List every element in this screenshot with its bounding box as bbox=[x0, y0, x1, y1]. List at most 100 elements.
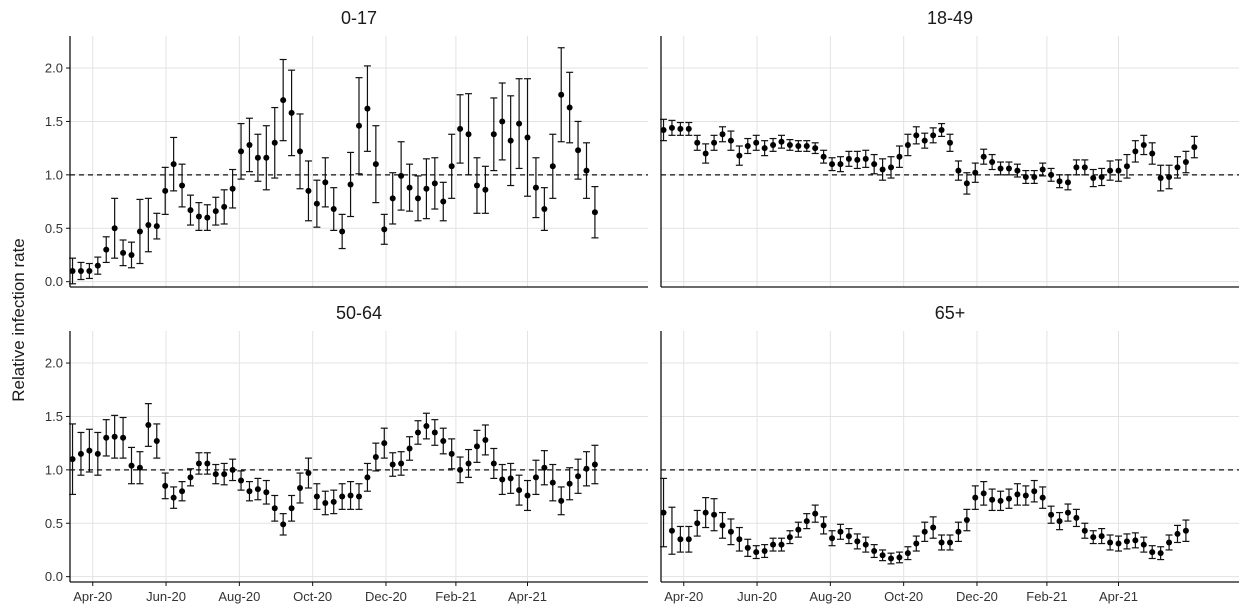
data-point bbox=[381, 440, 388, 447]
data-point bbox=[541, 464, 548, 471]
data-point bbox=[254, 154, 261, 161]
data-point bbox=[963, 517, 970, 524]
data-point bbox=[1149, 150, 1156, 157]
data-point bbox=[448, 450, 455, 457]
data-point bbox=[448, 163, 455, 170]
data-point bbox=[288, 109, 295, 116]
data-point bbox=[1031, 488, 1038, 495]
data-point bbox=[660, 126, 667, 133]
data-point bbox=[938, 539, 945, 546]
data-point bbox=[1039, 494, 1046, 501]
data-point bbox=[711, 139, 718, 146]
y-tick-label: 1.5 bbox=[45, 114, 63, 129]
data-point bbox=[921, 528, 928, 535]
data-point bbox=[77, 450, 84, 457]
data-point bbox=[997, 165, 1004, 172]
data-point bbox=[549, 163, 556, 170]
data-point bbox=[575, 147, 582, 154]
panel-18-49: 18-49 bbox=[660, 8, 1239, 288]
data-point bbox=[1174, 164, 1181, 171]
data-point bbox=[532, 184, 539, 191]
data-point bbox=[1140, 541, 1147, 548]
data-point bbox=[904, 550, 911, 557]
data-point bbox=[86, 447, 93, 454]
data-point bbox=[879, 166, 886, 173]
data-point bbox=[854, 538, 861, 545]
data-point bbox=[162, 482, 169, 489]
data-point bbox=[153, 223, 160, 230]
x-tick-label: Dec-20 bbox=[365, 589, 407, 604]
data-point bbox=[516, 487, 523, 494]
data-point bbox=[305, 470, 312, 477]
x-tick-label: Oct-20 bbox=[884, 589, 923, 604]
data-point bbox=[86, 267, 93, 274]
data-point bbox=[170, 494, 177, 501]
data-point bbox=[778, 138, 785, 145]
data-point bbox=[854, 156, 861, 163]
data-point bbox=[795, 143, 802, 150]
data-point bbox=[913, 540, 920, 547]
data-point bbox=[694, 139, 701, 146]
data-point bbox=[94, 262, 101, 269]
data-point bbox=[423, 185, 430, 192]
data-point bbox=[736, 152, 743, 159]
data-point bbox=[524, 134, 531, 141]
data-point bbox=[947, 139, 953, 146]
data-point bbox=[221, 471, 228, 478]
data-point bbox=[229, 466, 236, 473]
data-point bbox=[1048, 511, 1055, 518]
data-point bbox=[414, 195, 421, 202]
data-point bbox=[989, 159, 996, 166]
data-point bbox=[246, 141, 253, 148]
data-point bbox=[972, 169, 979, 176]
data-point bbox=[128, 251, 135, 258]
data-point bbox=[423, 423, 430, 430]
data-point bbox=[812, 510, 819, 517]
data-point bbox=[820, 522, 827, 529]
data-point bbox=[204, 460, 211, 467]
data-point bbox=[271, 139, 278, 146]
data-point bbox=[1098, 173, 1105, 180]
data-point bbox=[212, 208, 219, 215]
data-point bbox=[1123, 538, 1130, 545]
data-point bbox=[1081, 164, 1088, 171]
data-point bbox=[482, 186, 489, 193]
data-point bbox=[753, 139, 760, 146]
data-point bbox=[770, 141, 777, 148]
data-point bbox=[803, 518, 810, 525]
data-point bbox=[845, 155, 852, 162]
data-point bbox=[862, 541, 869, 548]
y-tick-label: 0.5 bbox=[45, 516, 63, 531]
data-point bbox=[677, 125, 684, 132]
data-point bbox=[845, 533, 852, 540]
data-point bbox=[305, 187, 312, 194]
data-point bbox=[668, 527, 675, 534]
data-point bbox=[372, 454, 379, 461]
data-point bbox=[94, 450, 101, 457]
data-point bbox=[904, 141, 911, 148]
data-point bbox=[507, 475, 514, 482]
data-point bbox=[1022, 492, 1029, 499]
data-point bbox=[103, 246, 110, 253]
data-point bbox=[558, 497, 565, 504]
data-point bbox=[989, 496, 996, 503]
data-point bbox=[896, 554, 903, 561]
data-point bbox=[398, 172, 405, 179]
data-point bbox=[431, 180, 438, 187]
data-point bbox=[711, 511, 718, 518]
data-point bbox=[1056, 518, 1063, 525]
data-point bbox=[238, 477, 245, 484]
data-point bbox=[1132, 148, 1139, 155]
data-point bbox=[187, 474, 194, 481]
data-point bbox=[516, 120, 523, 127]
data-point bbox=[1140, 141, 1147, 148]
data-point bbox=[162, 187, 169, 194]
y-tick-label: 1.5 bbox=[45, 409, 63, 424]
data-point bbox=[145, 421, 152, 428]
data-point bbox=[566, 104, 573, 111]
data-point bbox=[837, 161, 844, 168]
x-tick-label: Oct-20 bbox=[293, 589, 332, 604]
data-point bbox=[1166, 539, 1173, 546]
y-tick-label: 0.0 bbox=[45, 274, 63, 289]
data-point bbox=[271, 505, 278, 512]
